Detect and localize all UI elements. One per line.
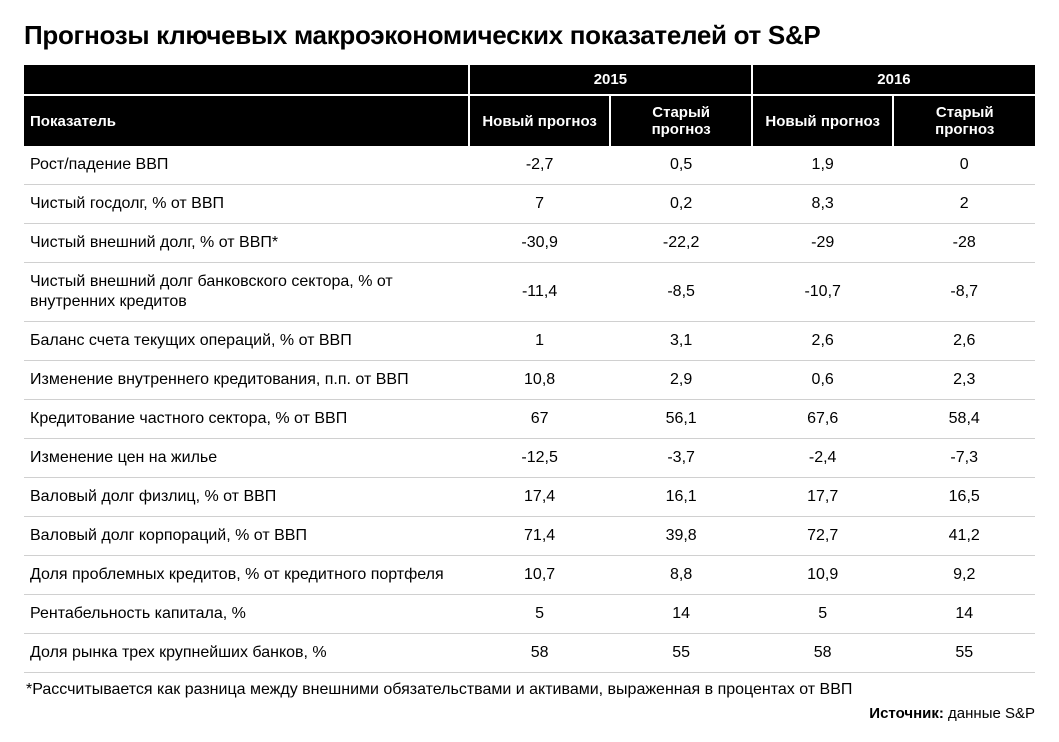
row-value: 56,1 <box>610 400 752 439</box>
header-year-2016: 2016 <box>752 65 1035 95</box>
table-row: Изменение цен на жилье-12,5-3,7-2,4-7,3 <box>24 439 1035 478</box>
table-row: Баланс счета текущих операций, % от ВВП1… <box>24 322 1035 361</box>
row-value: 41,2 <box>893 517 1035 556</box>
row-value: -12,5 <box>469 439 611 478</box>
source-value: данные S&P <box>948 705 1035 722</box>
row-value: 1,9 <box>752 146 894 185</box>
row-value: 2,6 <box>752 322 894 361</box>
row-label: Изменение цен на жилье <box>24 439 469 478</box>
row-value: 58 <box>469 634 611 673</box>
table-row: Чистый госдолг, % от ВВП70,28,32 <box>24 185 1035 224</box>
header-old-2015: Старый прогноз <box>610 95 752 146</box>
forecast-table: 2015 2016 Показатель Новый прогноз Стары… <box>24 65 1035 673</box>
row-value: 10,8 <box>469 361 611 400</box>
row-value: -2,7 <box>469 146 611 185</box>
row-value: 0,6 <box>752 361 894 400</box>
row-value: -8,7 <box>893 263 1035 322</box>
row-label: Чистый госдолг, % от ВВП <box>24 185 469 224</box>
row-value: 72,7 <box>752 517 894 556</box>
table-row: Кредитование частного сектора, % от ВВП6… <box>24 400 1035 439</box>
row-label: Изменение внутреннего кредитования, п.п.… <box>24 361 469 400</box>
row-value: 10,9 <box>752 556 894 595</box>
row-value: 2,9 <box>610 361 752 400</box>
row-value: -7,3 <box>893 439 1035 478</box>
row-value: 2,6 <box>893 322 1035 361</box>
header-year-2015: 2015 <box>469 65 752 95</box>
row-label: Баланс счета текущих операций, % от ВВП <box>24 322 469 361</box>
row-label: Чистый внешний долг, % от ВВП* <box>24 224 469 263</box>
row-value: 1 <box>469 322 611 361</box>
row-value: -8,5 <box>610 263 752 322</box>
header-new-2015: Новый прогноз <box>469 95 611 146</box>
row-value: -3,7 <box>610 439 752 478</box>
row-value: 7 <box>469 185 611 224</box>
row-value: 16,5 <box>893 478 1035 517</box>
row-value: 14 <box>893 595 1035 634</box>
row-value: 67,6 <box>752 400 894 439</box>
row-value: -22,2 <box>610 224 752 263</box>
row-value: 17,7 <box>752 478 894 517</box>
row-value: 39,8 <box>610 517 752 556</box>
row-value: 0,2 <box>610 185 752 224</box>
table-row: Рентабельность капитала, %514514 <box>24 595 1035 634</box>
row-label: Рентабельность капитала, % <box>24 595 469 634</box>
table-row: Рост/падение ВВП-2,70,51,90 <box>24 146 1035 185</box>
row-label: Кредитование частного сектора, % от ВВП <box>24 400 469 439</box>
table-row: Валовый долг физлиц, % от ВВП17,416,117,… <box>24 478 1035 517</box>
row-label: Валовый долг корпораций, % от ВВП <box>24 517 469 556</box>
row-value: 8,8 <box>610 556 752 595</box>
row-value: 17,4 <box>469 478 611 517</box>
row-value: 3,1 <box>610 322 752 361</box>
row-value: 16,1 <box>610 478 752 517</box>
header-new-2016: Новый прогноз <box>752 95 894 146</box>
table-row: Чистый внешний долг банковского сектора,… <box>24 263 1035 322</box>
row-value: 0 <box>893 146 1035 185</box>
footnote: *Рассчитывается как разница между внешни… <box>24 681 1035 699</box>
header-old-2016: Старый прогноз <box>893 95 1035 146</box>
table-row: Доля рынка трех крупнейших банков, %5855… <box>24 634 1035 673</box>
row-value: 9,2 <box>893 556 1035 595</box>
row-label: Рост/падение ВВП <box>24 146 469 185</box>
row-value: 2 <box>893 185 1035 224</box>
row-value: 10,7 <box>469 556 611 595</box>
table-body: Рост/падение ВВП-2,70,51,90Чистый госдол… <box>24 146 1035 673</box>
row-label: Доля проблемных кредитов, % от кредитног… <box>24 556 469 595</box>
page-title: Прогнозы ключевых макроэкономических пок… <box>24 20 1035 51</box>
header-blank <box>24 65 469 95</box>
row-value: 0,5 <box>610 146 752 185</box>
row-value: 55 <box>610 634 752 673</box>
table-row: Чистый внешний долг, % от ВВП*-30,9-22,2… <box>24 224 1035 263</box>
row-value: -11,4 <box>469 263 611 322</box>
table-row: Валовый долг корпораций, % от ВВП71,439,… <box>24 517 1035 556</box>
row-value: 14 <box>610 595 752 634</box>
row-label: Валовый долг физлиц, % от ВВП <box>24 478 469 517</box>
row-value: 71,4 <box>469 517 611 556</box>
row-value: 67 <box>469 400 611 439</box>
row-label: Доля рынка трех крупнейших банков, % <box>24 634 469 673</box>
table-sub-row: Показатель Новый прогноз Старый прогноз … <box>24 95 1035 146</box>
row-value: 8,3 <box>752 185 894 224</box>
row-label: Чистый внешний долг банковского сектора,… <box>24 263 469 322</box>
row-value: 55 <box>893 634 1035 673</box>
source-label: Источник: <box>869 705 944 722</box>
row-value: -30,9 <box>469 224 611 263</box>
row-value: 58,4 <box>893 400 1035 439</box>
row-value: -10,7 <box>752 263 894 322</box>
row-value: -29 <box>752 224 894 263</box>
row-value: 5 <box>752 595 894 634</box>
table-row: Доля проблемных кредитов, % от кредитног… <box>24 556 1035 595</box>
row-value: -2,4 <box>752 439 894 478</box>
table-row: Изменение внутреннего кредитования, п.п.… <box>24 361 1035 400</box>
row-value: 58 <box>752 634 894 673</box>
row-value: 2,3 <box>893 361 1035 400</box>
header-indicator: Показатель <box>24 95 469 146</box>
table-year-row: 2015 2016 <box>24 65 1035 95</box>
row-value: 5 <box>469 595 611 634</box>
source-line: Источник: данные S&P <box>24 705 1035 722</box>
row-value: -28 <box>893 224 1035 263</box>
